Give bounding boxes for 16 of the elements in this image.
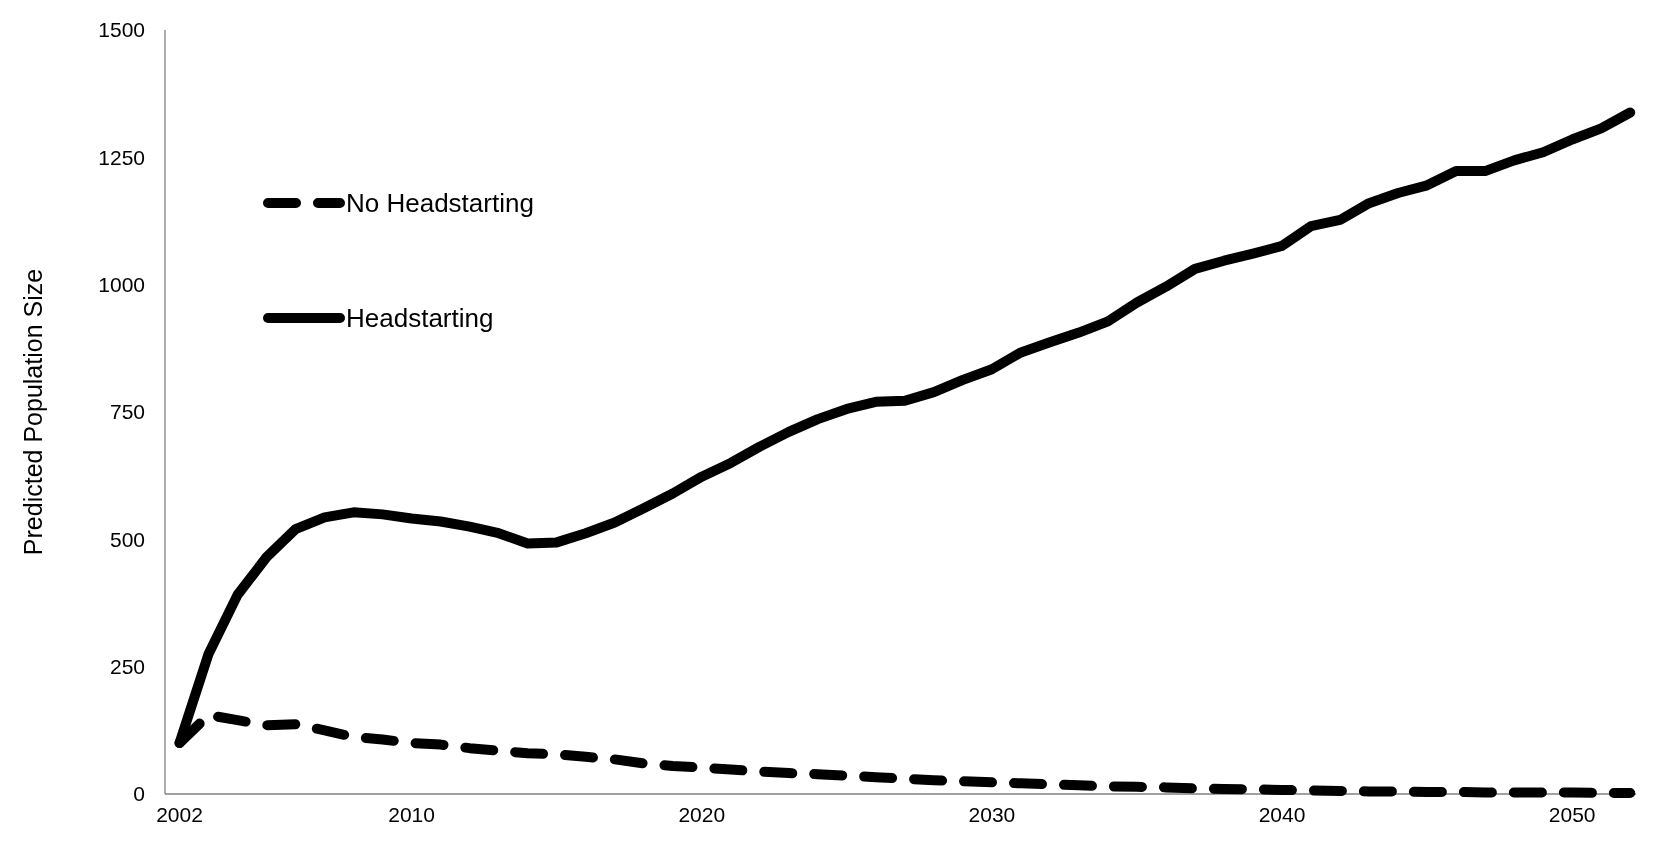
x-tick-label: 2040 (1258, 803, 1306, 826)
x-tick-label: 2010 (388, 803, 435, 826)
y-tick-label: 250 (109, 655, 145, 679)
x-tick-label: 2030 (968, 803, 1016, 826)
y-tick-label: 1500 (98, 18, 145, 42)
x-tick-label: 2020 (678, 803, 726, 826)
y-tick-label: 750 (109, 400, 145, 424)
legend-label: Headstarting (346, 303, 494, 334)
y-tick-label: 500 (109, 527, 145, 551)
x-tick-label: 2050 (1548, 803, 1596, 826)
y-tick-label: 0 (133, 782, 145, 806)
y-axis-title: Predicted Population Size (19, 268, 47, 556)
legend-label: No Headstarting (346, 188, 534, 219)
y-tick-label: 1000 (98, 273, 145, 297)
y-tick-label: 1250 (98, 145, 145, 169)
x-tick-label: 2002 (156, 803, 203, 826)
